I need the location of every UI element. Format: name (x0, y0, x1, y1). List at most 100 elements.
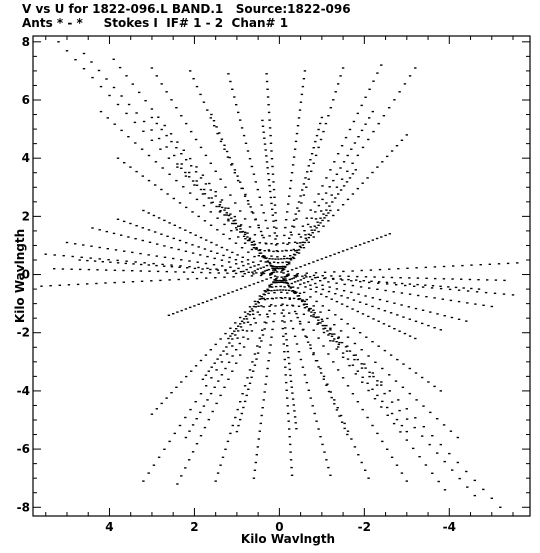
uv-point (314, 272, 318, 274)
uv-point (317, 316, 320, 318)
uv-point (413, 426, 416, 429)
uv-point (224, 332, 227, 335)
uv-point (223, 209, 226, 211)
uv-point (246, 150, 250, 152)
uv-point (356, 112, 359, 115)
uv-point (225, 353, 229, 355)
uv-point (414, 67, 417, 69)
uv-point (220, 138, 224, 140)
uv-point (260, 414, 263, 417)
uv-point (267, 111, 271, 114)
uv-point (293, 241, 297, 243)
uv-point (326, 330, 329, 332)
uv-point (335, 288, 339, 290)
uv-point (160, 402, 163, 405)
uv-point (257, 264, 260, 266)
uv-point (180, 381, 183, 383)
uv-point (253, 244, 256, 246)
uv-point (275, 271, 279, 273)
uv-point (263, 270, 267, 272)
uv-point (285, 274, 289, 276)
uv-point (210, 202, 213, 204)
uv-point (280, 281, 283, 283)
uv-point (234, 222, 238, 225)
uv-point (296, 295, 299, 297)
uv-point (297, 351, 301, 353)
uv-point (356, 401, 359, 403)
uv-point (240, 187, 243, 190)
uv-point (260, 340, 263, 342)
uv-point (280, 297, 284, 299)
uv-point (224, 269, 227, 272)
uv-point (277, 267, 280, 270)
uv-point (281, 261, 284, 264)
uv-point (431, 472, 434, 474)
uv-point (227, 220, 230, 222)
uv-point (239, 210, 242, 212)
uv-point (256, 311, 259, 313)
uv-point (350, 291, 353, 294)
x-tick-label: 0 (275, 520, 283, 534)
uv-point (468, 278, 472, 281)
uv-point (289, 259, 293, 261)
uv-point (307, 236, 310, 239)
uv-point (351, 173, 355, 175)
uv-point (173, 432, 176, 435)
uv-point (194, 234, 197, 236)
uv-point (295, 218, 298, 220)
uv-point (257, 302, 260, 304)
uv-point (216, 269, 220, 271)
data-points-layer (40, 41, 519, 508)
uv-point (271, 258, 274, 260)
uv-point (214, 195, 217, 197)
uv-point (277, 258, 280, 260)
uv-point (248, 284, 251, 287)
uv-point (239, 231, 242, 233)
uv-point (339, 278, 342, 280)
uv-point (194, 365, 198, 367)
uv-point (292, 257, 296, 260)
uv-point (305, 306, 308, 308)
y-tick-label: 4 (22, 151, 30, 165)
uv-point (360, 349, 363, 351)
uv-point (243, 231, 247, 233)
uv-point (239, 401, 242, 403)
uv-point (160, 233, 163, 235)
uv-point (247, 271, 250, 273)
uv-point (308, 307, 311, 310)
uv-point (163, 219, 166, 222)
uv-point (316, 323, 319, 325)
uv-point (233, 96, 236, 98)
uv-point (312, 329, 315, 331)
uv-point (310, 311, 313, 313)
uv-point (213, 386, 216, 388)
uv-point (160, 188, 163, 191)
uv-point (305, 276, 308, 278)
uv-point (408, 318, 411, 320)
uv-point (414, 307, 418, 310)
uv-point (371, 110, 374, 113)
uv-point (429, 311, 432, 313)
uv-point (176, 166, 179, 168)
uv-point (215, 268, 218, 270)
uv-point (296, 316, 299, 319)
uv-point (295, 313, 298, 315)
uv-point (197, 303, 200, 305)
uv-point (242, 346, 246, 348)
uv-point (408, 283, 412, 285)
uv-point (360, 129, 364, 132)
uv-point (232, 276, 235, 278)
y-tick-label: -8 (17, 500, 30, 514)
uv-point (324, 277, 327, 279)
uv-point (234, 202, 237, 204)
uv-point (243, 218, 247, 220)
uv-point (218, 205, 221, 208)
uv-point (249, 266, 252, 269)
uv-point (175, 386, 178, 388)
uv-point (261, 119, 264, 122)
uv-point (284, 333, 288, 335)
uv-point (207, 418, 210, 421)
uv-point (262, 131, 265, 133)
uv-point (90, 245, 93, 247)
uv-point (415, 267, 418, 269)
